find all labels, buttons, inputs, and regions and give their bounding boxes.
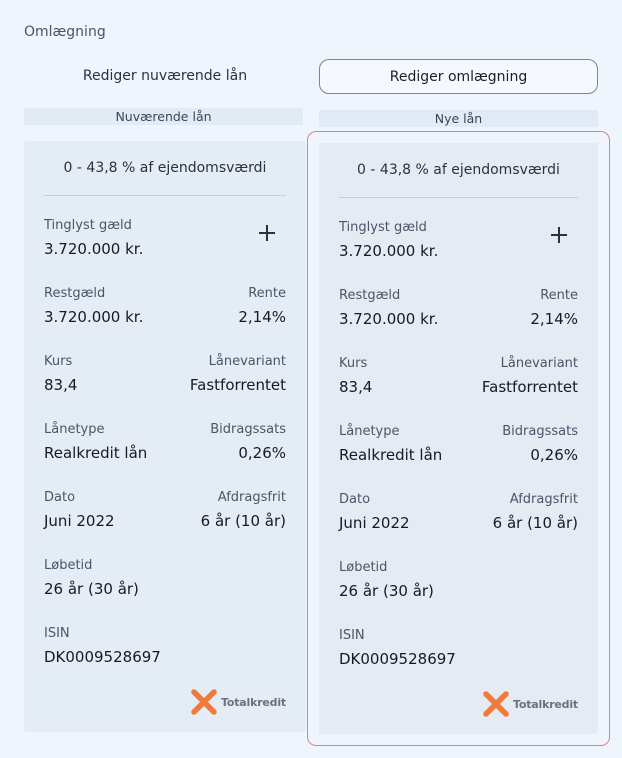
tinglyst-value: 3.720.000 kr. bbox=[44, 240, 144, 258]
tinglyst-value: 3.720.000 kr. bbox=[339, 242, 439, 260]
isin-value: DK0009528697 bbox=[44, 648, 161, 666]
current-loan-card: 0 - 43,8 % af ejendomsværdi Tinglyst gæl… bbox=[24, 141, 306, 732]
restgaeld-value: 3.720.000 kr. bbox=[339, 310, 439, 328]
type-label: Lånetype bbox=[44, 422, 105, 437]
bidrag-label: Bidragssats bbox=[502, 424, 578, 439]
restgaeld-label: Restgæld bbox=[339, 288, 401, 303]
loebetid-label: Løbetid bbox=[44, 558, 93, 573]
isin-label: ISIN bbox=[44, 626, 70, 641]
tab-edit-current-loan[interactable]: Rediger nuværende lån bbox=[82, 68, 248, 84]
afdrag-value: 6 år (10 år) bbox=[200, 512, 286, 530]
dato-value: Juni 2022 bbox=[339, 514, 410, 532]
page-title: Omlægning bbox=[24, 24, 106, 40]
isin-value: DK0009528697 bbox=[339, 650, 456, 668]
variant-value: Fastforrentet bbox=[481, 378, 578, 396]
loan-range: 0 - 43,8 % af ejendomsværdi bbox=[44, 141, 286, 196]
type-label: Lånetype bbox=[339, 424, 400, 439]
tinglyst-label: Tinglyst gæld bbox=[339, 220, 427, 235]
restgaeld-value: 3.720.000 kr. bbox=[44, 308, 144, 326]
totalkredit-logo: Totalkredit bbox=[191, 689, 286, 715]
new-loan-card: 0 - 43,8 % af ejendomsværdi Tinglyst gæl… bbox=[319, 143, 598, 734]
loan-range: 0 - 43,8 % af ejendomsværdi bbox=[339, 143, 578, 198]
bidrag-value: 0,26% bbox=[530, 446, 578, 464]
plus-icon[interactable] bbox=[548, 224, 570, 246]
afdrag-label: Afdragsfrit bbox=[217, 490, 286, 505]
totalkredit-logo-icon bbox=[191, 689, 217, 715]
logo-text: Totalkredit bbox=[221, 695, 286, 709]
kurs-value: 83,4 bbox=[339, 378, 373, 396]
loebetid-label: Løbetid bbox=[339, 560, 388, 575]
type-value: Realkredit lån bbox=[44, 444, 148, 462]
variant-label: Lånevariant bbox=[208, 354, 286, 369]
dato-label: Dato bbox=[44, 490, 76, 505]
rente-value: 2,14% bbox=[238, 308, 286, 326]
variant-label: Lånevariant bbox=[500, 356, 578, 371]
plus-icon[interactable] bbox=[256, 222, 278, 244]
restgaeld-label: Restgæld bbox=[44, 286, 106, 301]
dato-label: Dato bbox=[339, 492, 371, 507]
isin-label: ISIN bbox=[339, 628, 365, 643]
type-value: Realkredit lån bbox=[339, 446, 443, 464]
rente-value: 2,14% bbox=[530, 310, 578, 328]
new-loan-highlight bbox=[307, 131, 610, 746]
loebetid-value: 26 år (30 år) bbox=[339, 582, 434, 600]
bidrag-value: 0,26% bbox=[238, 444, 286, 462]
kurs-label: Kurs bbox=[44, 354, 73, 369]
rente-label: Rente bbox=[540, 288, 578, 303]
section-header-new: Nye lån bbox=[319, 110, 598, 127]
tinglyst-label: Tinglyst gæld bbox=[44, 218, 132, 233]
afdrag-label: Afdragsfrit bbox=[509, 492, 578, 507]
totalkredit-logo: Totalkredit bbox=[483, 691, 578, 717]
variant-value: Fastforrentet bbox=[189, 376, 286, 394]
section-header-current: Nuværende lån bbox=[24, 108, 303, 125]
dato-value: Juni 2022 bbox=[44, 512, 115, 530]
totalkredit-logo-icon bbox=[483, 691, 509, 717]
afdrag-value: 6 år (10 år) bbox=[492, 514, 578, 532]
bidrag-label: Bidragssats bbox=[210, 422, 286, 437]
tab-edit-refinancing[interactable]: Rediger omlægning bbox=[319, 59, 598, 94]
loebetid-value: 26 år (30 år) bbox=[44, 580, 139, 598]
kurs-label: Kurs bbox=[339, 356, 368, 371]
kurs-value: 83,4 bbox=[44, 376, 78, 394]
rente-label: Rente bbox=[248, 286, 286, 301]
logo-text: Totalkredit bbox=[513, 697, 578, 711]
